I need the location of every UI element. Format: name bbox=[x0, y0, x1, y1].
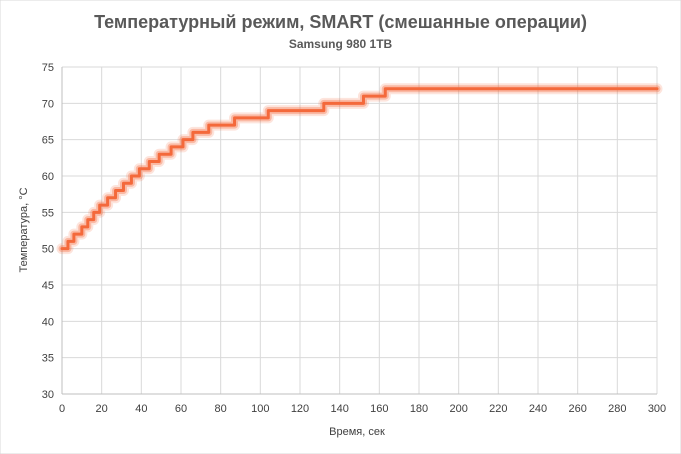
y-tick-label: 70 bbox=[42, 98, 54, 110]
x-tick-label: 160 bbox=[370, 403, 388, 415]
y-tick-label: 45 bbox=[42, 280, 54, 292]
x-tick-label: 200 bbox=[449, 403, 467, 415]
x-tick-label: 140 bbox=[330, 403, 348, 415]
grid-lines bbox=[61, 66, 658, 395]
x-tick-label: 220 bbox=[489, 403, 507, 415]
x-tick-label: 40 bbox=[135, 403, 147, 415]
x-tick-label: 280 bbox=[608, 403, 626, 415]
x-tick-labels: 0 20 40 60 80 100 120 140 160 180 200 220 240 260 280 3… bbox=[59, 403, 666, 415]
y-tick-label: 60 bbox=[42, 171, 54, 183]
x-axis-label: Время, сек bbox=[329, 426, 385, 438]
y-tick-label: 50 bbox=[42, 244, 54, 256]
x-tick-label: 300 bbox=[648, 403, 666, 415]
x-tick-label: 80 bbox=[215, 403, 227, 415]
y-tick-label: 30 bbox=[42, 389, 54, 401]
series-layer bbox=[56, 83, 663, 255]
y-tick-label: 65 bbox=[42, 135, 54, 147]
y-tick-label: 55 bbox=[42, 207, 54, 219]
y-tick-label: 35 bbox=[42, 353, 54, 365]
x-tick-label: 120 bbox=[291, 403, 309, 415]
x-tick-label: 260 bbox=[568, 403, 586, 415]
x-tick-label: 180 bbox=[410, 403, 428, 415]
x-tick-label: 100 bbox=[251, 403, 269, 415]
x-tick-label: 0 bbox=[59, 403, 65, 415]
x-tick-label: 20 bbox=[96, 403, 108, 415]
y-axis-label: Температура, °С bbox=[18, 187, 30, 272]
y-tick-label: 40 bbox=[42, 316, 54, 328]
temperature-series-line bbox=[60, 87, 659, 251]
y-tick-labels: 30 35 40 45 50 55 60 65 70 75 bbox=[42, 62, 54, 401]
chart-title: Температурный режим, SMART (смешанные оп… bbox=[94, 12, 587, 32]
chart-subtitle: Samsung 980 1TB bbox=[289, 37, 393, 51]
y-tick-label: 75 bbox=[42, 62, 54, 74]
x-tick-label: 240 bbox=[529, 403, 547, 415]
x-tick-label: 60 bbox=[175, 403, 187, 415]
